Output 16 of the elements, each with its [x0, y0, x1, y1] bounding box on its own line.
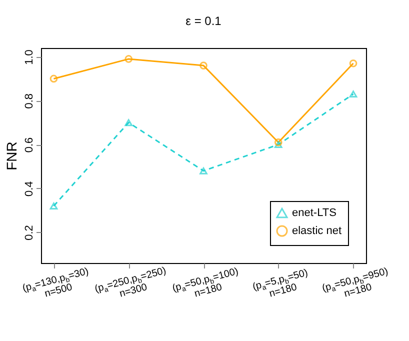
- y-tick-label: 0.8: [24, 94, 36, 109]
- legend-label: enet-LTS: [292, 207, 336, 219]
- point: [200, 62, 208, 70]
- point: [274, 141, 282, 148]
- y-tick-label: 0.6: [24, 137, 36, 153]
- point: [349, 90, 358, 98]
- y-axis-title: FNR: [4, 142, 20, 170]
- point: [50, 202, 58, 210]
- chart-title: ε = 0.1: [186, 14, 222, 28]
- point: [124, 55, 133, 63]
- point: [124, 119, 133, 126]
- y-tick-label: 0.4: [24, 181, 36, 197]
- point: [200, 167, 208, 174]
- y-tick-label: 1.0: [24, 50, 36, 65]
- legend-label: elastic net: [292, 225, 342, 237]
- y-tick-label: 0.2: [24, 225, 36, 240]
